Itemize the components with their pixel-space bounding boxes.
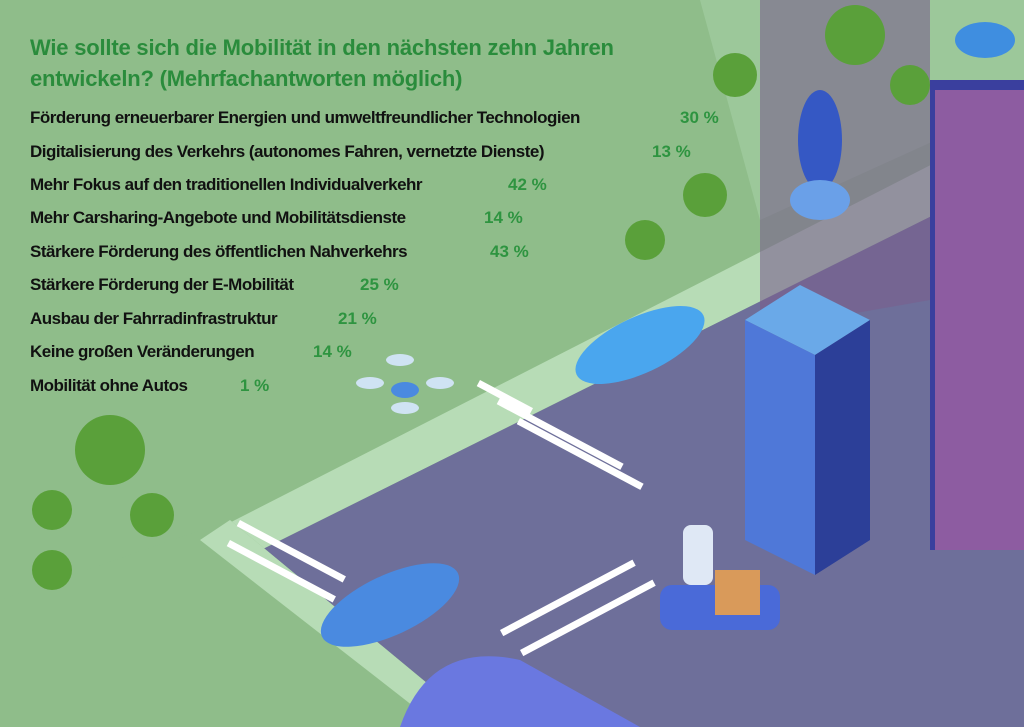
category-label: Digitalisierung des Verkehrs (autonomes … [30,142,545,161]
cloud-icon [955,22,1015,58]
category-label: Mehr Fokus auf den traditionellen Indivi… [30,175,423,194]
value-label: 30 % [680,108,719,127]
crosswalk-top [476,380,644,490]
category-label: Stärkere Förderung des öffentlichen Nahv… [30,242,408,261]
road-curve-bottom [400,656,640,727]
chart-title: Wie sollte sich die Mobilität in den näc… [30,35,614,91]
value-label: 13 % [652,142,691,161]
vertical-road [760,0,930,330]
value-label: 21 % [338,309,377,328]
drone [356,354,454,414]
rocket [790,90,850,220]
tall-skyscraper [930,80,1024,550]
category-label: Stärkere Förderung der E-Mobilität [30,275,294,294]
category-label: Keine großen Veränderungen [30,342,255,361]
value-label: 14 % [484,208,523,227]
value-label: 25 % [360,275,399,294]
car [320,563,460,647]
glass-building [745,285,870,575]
crosswalk-bottom [500,559,656,657]
category-label: Mobilität ohne Autos [30,376,188,395]
category-label: Mehr Carsharing-Angebote und Mobilitätsd… [30,208,406,227]
value-label: 1 % [240,376,270,395]
category-label: Ausbau der Fahrradinfrastruktur [30,309,278,328]
value-label: 43 % [490,242,529,261]
delivery-robot [660,525,780,630]
category-label: Förderung erneuerbarer Energien und umwe… [30,108,580,127]
value-label: 14 % [313,342,352,361]
trees [32,5,930,590]
flying-car [575,306,705,384]
road-lower-left [0,520,480,727]
crosswalk-left [226,520,346,603]
value-label: 42 % [508,175,547,194]
